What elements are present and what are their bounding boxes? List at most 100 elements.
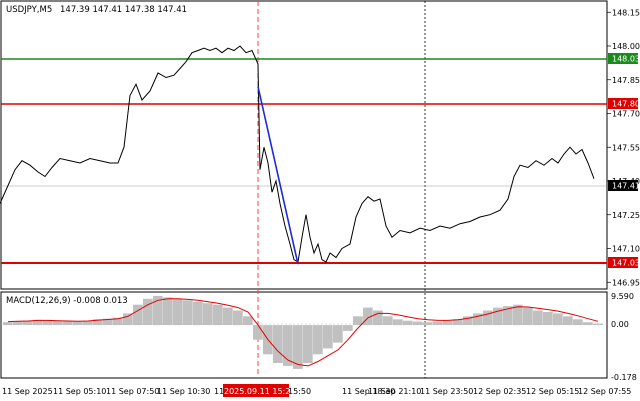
macd-tick-zero: 0.00: [611, 320, 629, 329]
price-tick-label: 147.55: [612, 143, 640, 152]
macd-bar: [133, 304, 143, 326]
macd-bar: [193, 301, 203, 326]
macd-bar: [303, 325, 313, 363]
macd-bar: [493, 307, 503, 326]
macd-bar: [103, 318, 113, 326]
time-axis-label: 12 Sep 07:55: [578, 387, 631, 396]
macd-bar: [413, 321, 423, 326]
macd-bar: [453, 319, 463, 326]
macd-bar: [93, 319, 103, 326]
time-axis-label: 11 Sep 05:10: [53, 387, 106, 396]
macd-bar: [143, 298, 153, 326]
macd-bar: [173, 298, 183, 326]
macd-bar: [243, 316, 253, 326]
macd-bar: [483, 310, 493, 326]
time-axis-label: 11 Sep 18:30: [342, 387, 395, 396]
macd-tick-bottom: -0.178: [611, 373, 637, 382]
macd-bar: [33, 319, 43, 326]
macd-bar: [383, 316, 393, 326]
macd-bar: [73, 321, 83, 326]
macd-bar: [293, 325, 303, 369]
time-axis-label: 11 Sep 23:50: [420, 387, 473, 396]
macd-bar: [373, 310, 383, 326]
price-tick-label: 147.10: [612, 245, 640, 254]
macd-bar: [273, 325, 283, 363]
time-marker-label: 2025.09.11 15:25: [224, 387, 295, 396]
macd-bar: [473, 313, 483, 326]
time-marker-box: [223, 384, 289, 397]
macd-bar: [153, 295, 163, 326]
macd-bar: [553, 313, 563, 326]
current-price-value: 147.41: [612, 182, 640, 191]
macd-bar: [83, 320, 93, 326]
time-axis-label: 12 Sep 02:35: [473, 387, 526, 396]
macd-bar: [43, 320, 53, 326]
macd-bar: [563, 316, 573, 326]
macd-bar: [183, 300, 193, 326]
resistance-mid-value: 147.80: [612, 100, 640, 109]
symbol-label: USDJPY,M5: [6, 5, 52, 15]
macd-bar: [353, 316, 363, 326]
macd-signal-line: [7, 298, 599, 367]
price-tick-label: 147.85: [612, 76, 640, 85]
price-tick-label: 148.00: [612, 42, 640, 51]
resistance-top-value: 148.03: [612, 55, 640, 64]
macd-bar: [503, 306, 513, 326]
macd-bar: [433, 321, 443, 326]
macd-bar: [313, 325, 323, 355]
macd-bar: [253, 325, 263, 340]
price-tick-label: 147.25: [612, 211, 640, 220]
time-axis-label: 15:50: [288, 387, 311, 396]
macd-bar: [233, 310, 243, 326]
resistance-top-box: [608, 53, 638, 64]
macd-bar: [583, 322, 593, 326]
macd-bar: [163, 297, 173, 326]
macd-bar: [593, 323, 603, 326]
macd-bar: [123, 313, 133, 326]
macd-bar: [523, 307, 533, 326]
macd-bar: [203, 303, 213, 326]
ohlc-label: 147.39 147.41 147.38 147.41: [60, 5, 187, 15]
macd-bar: [23, 320, 33, 326]
price-axis[interactable]: 148.15148.00147.85147.70147.55147.40147.…: [607, 8, 640, 287]
macd-bar: [343, 325, 353, 331]
resistance-mid-box: [608, 98, 638, 109]
macd-bar: [403, 320, 413, 326]
macd-bar: [423, 322, 433, 326]
macd-bar: [463, 316, 473, 326]
time-axis-label: 11 Sep 10:30: [157, 387, 210, 396]
macd-bar: [573, 319, 583, 326]
price-tick-label: 148.15: [612, 8, 640, 17]
support-value: 147.03: [612, 259, 640, 268]
macd-bar: [323, 325, 333, 349]
time-axis-label: 12 Sep 05:15: [526, 387, 579, 396]
macd-bar: [333, 325, 343, 343]
macd-bar: [13, 321, 23, 326]
trend-line[interactable]: [257, 86, 299, 265]
time-axis-label: 11 Sep 07:50: [106, 387, 159, 396]
macd-tick-top: 9.590: [611, 292, 634, 301]
macd-bar: [543, 312, 553, 326]
time-axis-label: 11: [214, 387, 224, 396]
time-axis-label: 11 Sep 2025: [2, 387, 53, 396]
price-tick-label: 147.70: [612, 110, 640, 119]
macd-bar: [3, 322, 13, 326]
macd-bar: [393, 319, 403, 326]
time-axis-label: 11 Sep 21:10: [368, 387, 421, 396]
macd-bar: [113, 317, 123, 326]
macd-bar: [53, 321, 63, 326]
macd-bar: [533, 310, 543, 326]
macd-bar: [443, 320, 453, 326]
support-box: [608, 257, 638, 268]
price-tick-label: 146.95: [612, 278, 640, 287]
price-series: [0, 45, 595, 263]
macd-bar: [513, 304, 523, 326]
macd-bar: [363, 307, 373, 326]
macd-bar: [223, 307, 233, 326]
macd-bar: [63, 321, 73, 326]
price-pane[interactable]: [0, 0, 608, 290]
macd-header-label: MACD(12,26,9) -0.008 0.013: [6, 296, 128, 306]
macd-bar: [283, 325, 293, 366]
